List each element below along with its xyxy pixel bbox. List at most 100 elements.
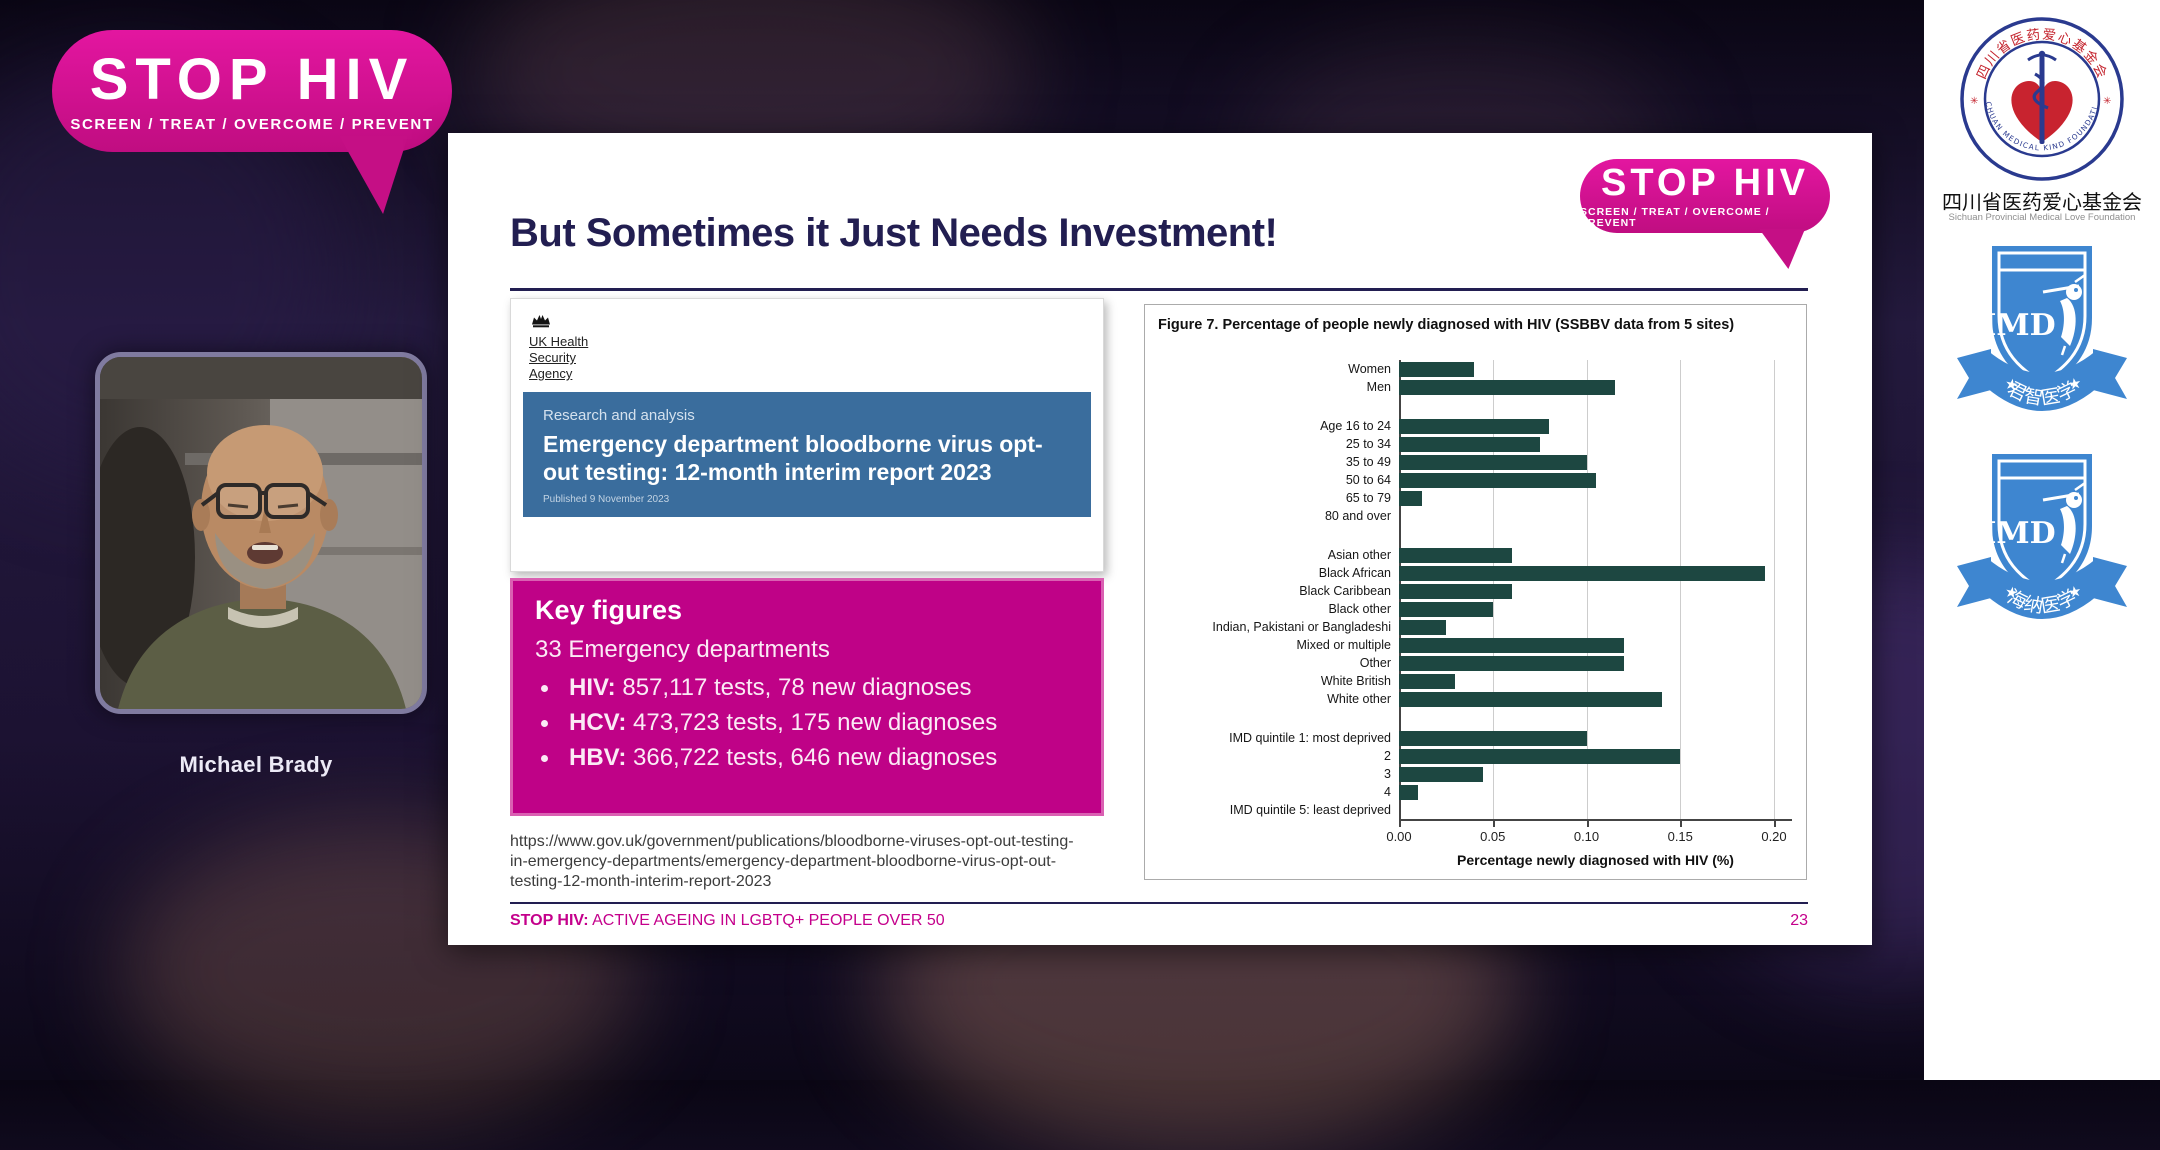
footer-text: ACTIVE AGEING IN LGBTQ+ PEOPLE OVER 50: [588, 912, 945, 929]
ribbon-star: ★: [2067, 375, 2084, 394]
chart-bar: [1399, 691, 1662, 707]
chart-bar: [1399, 673, 1456, 689]
chart-row: White British: [1145, 672, 1800, 690]
chart-row: 4: [1145, 783, 1800, 801]
chart-bar: [1399, 379, 1615, 395]
chart-category-label: Men: [1366, 380, 1391, 394]
svg-text:IMD: IMD: [1982, 516, 2055, 551]
stop-hiv-logo-subtitle: SCREEN / TREAT / OVERCOME / PREVENT: [70, 115, 434, 133]
key-figures-list: HIV: 857,117 tests, 78 new diagnoses HCV…: [535, 670, 1079, 775]
chart-category-label: Black Caribbean: [1299, 584, 1391, 598]
x-tick-label: 0.00: [1386, 829, 1412, 844]
crown-icon: [532, 315, 550, 328]
stop-hiv-logo-title: STOP HIV: [89, 46, 415, 112]
key-figure-item: HCV: 473,723 tests, 175 new diagnoses: [535, 705, 1079, 740]
presentation-slide: But Sometimes it Just Needs Investment! …: [448, 133, 1872, 945]
chart-row: IMD quintile 5: least deprived: [1145, 801, 1800, 819]
key-figures-intro: 33 Emergency departments: [535, 636, 830, 663]
chart-bar: [1399, 454, 1587, 470]
key-figure-item: HBV: 366,722 tests, 646 new diagnoses: [535, 740, 1079, 775]
report-kicker: Research and analysis: [543, 407, 695, 424]
chart-bar: [1399, 583, 1512, 599]
chart-bar: [1399, 547, 1512, 563]
chart-category-label: 25 to 34: [1345, 437, 1391, 451]
chart-row: Other: [1145, 654, 1800, 672]
chart-row: Mixed or multiple: [1145, 636, 1800, 654]
imd-badge-junzhi: IMD ★ ★ 君智医学: [1957, 246, 2127, 411]
x-axis-label: Percentage newly diagnosed with HIV (%): [1457, 852, 1734, 868]
chart-row: Asian other: [1145, 546, 1800, 564]
agency-name-line: UK Health: [529, 334, 589, 349]
govuk-report-card: UK Health Security Agency Research and a…: [510, 298, 1104, 572]
chart-row: Women: [1145, 360, 1800, 378]
chart-row: White other: [1145, 690, 1800, 708]
stop-hiv-logo: STOP HIV SCREEN / TREAT / OVERCOME / PRE…: [52, 30, 452, 152]
chart-row: Black African: [1145, 564, 1800, 582]
agency-name-line: Agency: [529, 366, 573, 381]
chart-row: Indian, Pakistani or Bangladeshi: [1145, 618, 1800, 636]
x-tick-label: 0.05: [1480, 829, 1506, 844]
chart-category-label: 4: [1384, 785, 1391, 799]
chart-bar: [1399, 418, 1549, 434]
speaker-illustration: [100, 357, 422, 709]
footer-brand: STOP HIV:: [510, 912, 589, 929]
page-number: 23: [1790, 912, 1808, 929]
chart-bar: [1399, 436, 1540, 452]
chart-bar: [1399, 601, 1493, 617]
source-url-line: in-emergency-departments/emergency-depar…: [510, 853, 1057, 870]
chart-plot: Women Men Age 16 to 24 25 to 34 35 to 49 50 t…: [1145, 360, 1808, 880]
chart-category-label: Women: [1348, 362, 1391, 376]
chart-rows: Women Men Age 16 to 24 25 to 34 35 to 49 50 t…: [1145, 360, 1800, 819]
chart-row: 35 to 49: [1145, 453, 1800, 471]
ribbon-star: ★: [2003, 583, 2020, 602]
chart-category-label: 35 to 49: [1345, 455, 1391, 469]
heart-staff-emblem: [2011, 50, 2073, 144]
chart-bar: [1399, 472, 1596, 488]
chart-category-label: 2: [1384, 749, 1391, 763]
chart-category-label: 50 to 64: [1345, 473, 1391, 487]
title-divider: [510, 288, 1808, 291]
chart-category-label: IMD quintile 5: least deprived: [1229, 803, 1391, 817]
report-banner: Research and analysis Emergency departme…: [523, 392, 1091, 517]
chart-bar: [1399, 490, 1422, 506]
x-axis-line: [1399, 819, 1792, 821]
sponsor-sidebar: 四川省医药爱心基金会 SICHUAN MEDICAL KIND FOUNDATI…: [1924, 0, 2160, 1080]
imd-badge-haina: IMD ★ ★ 海纳医学: [1957, 454, 2127, 619]
seal-side-mark: ✳: [1970, 96, 1978, 107]
bird-icon: [2042, 481, 2086, 564]
chart-bar: [1399, 784, 1418, 800]
chart-category-label: Age 16 to 24: [1320, 419, 1391, 433]
slide-footer: STOP HIV: ACTIVE AGEING IN LGBTQ+ PEOPLE…: [510, 912, 1808, 930]
chart-row: 25 to 34: [1145, 435, 1800, 453]
chart-row: 50 to 64: [1145, 471, 1800, 489]
report-title: Emergency department bloodborne virus op…: [543, 431, 1043, 485]
report-published-date: Published 9 November 2023: [543, 494, 670, 505]
chart-category-label: White other: [1327, 692, 1391, 706]
chart-bar: [1399, 766, 1484, 782]
x-tick-label: 0.15: [1667, 829, 1693, 844]
chart-category-label: 80 and over: [1324, 509, 1391, 523]
source-url: https://www.gov.uk/government/publicatio…: [510, 832, 1110, 892]
seal-side-mark: ✳: [2103, 96, 2111, 107]
chart-bar: [1399, 637, 1624, 653]
ribbon-star: ★: [2003, 375, 2020, 394]
slide-stop-hiv-logo: STOP HIV SCREEN / TREAT / OVERCOME / PRE…: [1580, 159, 1830, 233]
chart-bar: [1399, 565, 1765, 581]
foundation-name-zh: 四川省医药爱心基金会: [1942, 192, 2142, 214]
ribbon-star: ★: [2067, 583, 2084, 602]
key-figures-box: Key figures 33 Emergency departments HIV…: [510, 578, 1104, 816]
chart-row: 3: [1145, 765, 1800, 783]
x-tick-label: 0.10: [1573, 829, 1600, 844]
svg-text:IMD: IMD: [1982, 308, 2055, 343]
chart-row: Black other: [1145, 600, 1800, 618]
ukhsa-crest: UK Health Security Agency: [529, 312, 1091, 382]
chart-bar: [1399, 748, 1681, 764]
bird-icon: [2042, 273, 2086, 356]
chart-category-label: 3: [1384, 767, 1391, 781]
slide-logo-subtitle: SCREEN / TREAT / OVERCOME / PREVENT: [1580, 206, 1770, 229]
chart-category-label: Other: [1359, 656, 1391, 670]
figure7-chart: Figure 7. Percentage of people newly dia…: [1144, 304, 1807, 880]
chart-title: Figure 7. Percentage of people newly dia…: [1158, 317, 1735, 333]
key-figures-heading: Key figures: [535, 595, 683, 625]
